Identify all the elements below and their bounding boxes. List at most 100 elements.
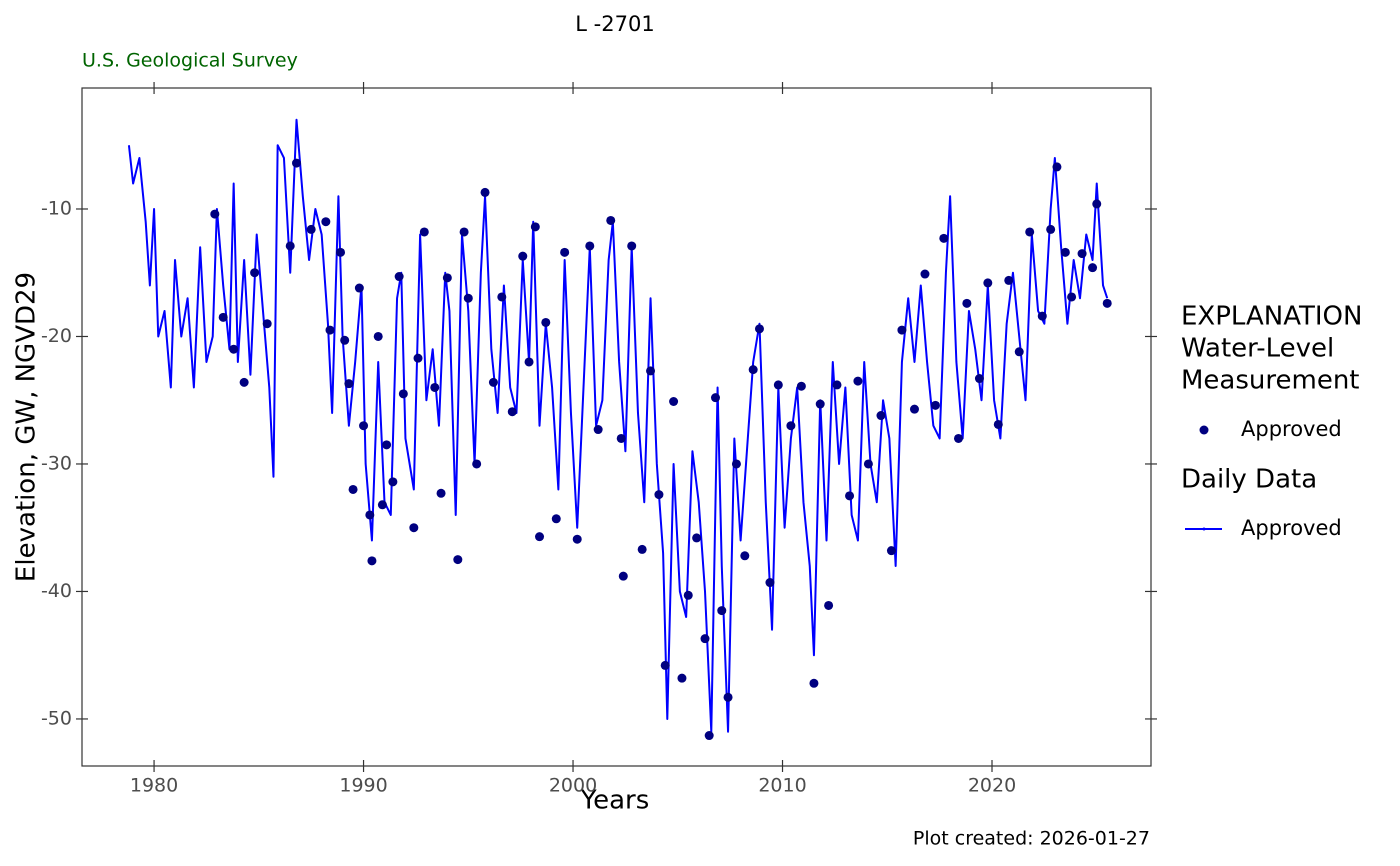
measurement-point bbox=[700, 634, 710, 644]
measurement-point bbox=[723, 692, 733, 702]
measurement-point bbox=[480, 187, 490, 197]
measurement-point bbox=[524, 357, 534, 367]
measurement-point bbox=[773, 380, 783, 390]
daily-line bbox=[127, 118, 1109, 733]
legend-label: Approved bbox=[1241, 516, 1342, 540]
measurement-point bbox=[239, 377, 249, 387]
measurement-point bbox=[535, 532, 545, 542]
measurement-point bbox=[325, 325, 335, 335]
measurement-point bbox=[463, 293, 473, 303]
measurement-point bbox=[740, 551, 750, 561]
measurement-point bbox=[863, 459, 873, 469]
measurement-point bbox=[373, 331, 383, 341]
legend-title: Measurement bbox=[1181, 366, 1360, 396]
measurement-point bbox=[1102, 298, 1112, 308]
x-axis-label: Years bbox=[580, 786, 650, 816]
measurement-point bbox=[704, 731, 714, 741]
chart-title: L -2701 bbox=[575, 12, 654, 36]
y-tick-label: -50 bbox=[41, 707, 72, 729]
measurement-point bbox=[616, 433, 626, 443]
measurement-point bbox=[442, 273, 452, 283]
measurement-point bbox=[359, 421, 369, 431]
y-axis-label: Elevation, GW, NGVD29 bbox=[12, 272, 42, 582]
measurement-point bbox=[618, 571, 628, 581]
measurement-point bbox=[367, 556, 377, 566]
measurement-point bbox=[488, 377, 498, 387]
y-tick-label: -40 bbox=[41, 580, 72, 602]
measurement-point bbox=[518, 251, 528, 261]
measurement-point bbox=[229, 344, 239, 354]
measurement-point bbox=[530, 222, 540, 232]
measurement-point bbox=[340, 335, 350, 345]
measurement-point bbox=[541, 317, 551, 327]
measurement-point bbox=[637, 544, 647, 554]
measurement-point bbox=[453, 555, 463, 565]
measurement-point bbox=[262, 319, 272, 329]
measurement-point bbox=[710, 393, 720, 403]
measurement-point bbox=[348, 484, 358, 494]
measurement-point bbox=[939, 233, 949, 243]
measurement-point bbox=[993, 419, 1003, 429]
chart-subtitle: U.S. Geological Survey bbox=[82, 50, 298, 72]
measurement-point bbox=[1067, 292, 1077, 302]
measurement-point bbox=[853, 376, 863, 386]
measurement-point bbox=[683, 590, 693, 600]
measurement-point bbox=[886, 546, 896, 556]
measurement-point bbox=[815, 399, 825, 409]
measurement-point bbox=[677, 673, 687, 683]
caption: Plot created: 2026-01-27 bbox=[913, 828, 1150, 850]
measurement-point bbox=[1060, 247, 1070, 257]
measurement-point bbox=[962, 298, 972, 308]
measurement-point bbox=[654, 490, 664, 500]
legend-title: Water-Level bbox=[1181, 334, 1334, 364]
measurement-point bbox=[824, 600, 834, 610]
measurement-point bbox=[218, 312, 228, 322]
measurement-point bbox=[398, 389, 408, 399]
y-tick-label: -30 bbox=[41, 452, 72, 474]
measurement-point bbox=[585, 241, 595, 251]
legend-title: Daily Data bbox=[1181, 465, 1317, 495]
legend-label: Approved bbox=[1241, 417, 1342, 441]
measurement-point bbox=[336, 247, 346, 257]
measurement-point bbox=[560, 247, 570, 257]
x-tick-label: 2010 bbox=[758, 775, 806, 797]
measurement-point bbox=[606, 215, 616, 225]
measurement-point bbox=[786, 421, 796, 431]
measurement-point bbox=[593, 425, 603, 435]
measurement-point bbox=[1077, 249, 1087, 259]
measurement-point bbox=[1092, 199, 1102, 209]
y-tick-label: -20 bbox=[41, 325, 72, 347]
measurement-point bbox=[306, 224, 316, 234]
measurement-point bbox=[876, 411, 886, 421]
measurement-point bbox=[1025, 227, 1035, 237]
measurement-point bbox=[627, 241, 637, 251]
measurement-point bbox=[409, 523, 419, 533]
x-tick-label: 1990 bbox=[339, 775, 387, 797]
measurement-point bbox=[897, 325, 907, 335]
legend-title: EXPLANATION bbox=[1181, 302, 1362, 332]
measurement-point bbox=[930, 400, 940, 410]
measurement-point bbox=[974, 374, 984, 384]
measurement-point bbox=[909, 404, 919, 414]
measurement-point bbox=[365, 510, 375, 520]
measurement-point bbox=[210, 209, 220, 219]
measurement-point bbox=[920, 269, 930, 279]
measurement-point bbox=[717, 606, 727, 616]
measurement-point bbox=[1014, 347, 1024, 357]
measurement-point bbox=[436, 488, 446, 498]
measurement-point bbox=[646, 366, 656, 376]
y-tick-label: -10 bbox=[41, 197, 72, 219]
measurement-point bbox=[551, 514, 561, 524]
measurement-point bbox=[354, 283, 364, 293]
measurement-point bbox=[1037, 311, 1047, 321]
measurement-point bbox=[285, 241, 295, 251]
measurement-point bbox=[669, 397, 679, 407]
measurement-point bbox=[660, 660, 670, 670]
measurement-point bbox=[321, 217, 331, 227]
measurement-point bbox=[765, 578, 775, 588]
measurement-point bbox=[497, 292, 507, 302]
measurement-point bbox=[1052, 162, 1062, 172]
measurement-point bbox=[754, 324, 764, 334]
measurement-point bbox=[419, 227, 429, 237]
